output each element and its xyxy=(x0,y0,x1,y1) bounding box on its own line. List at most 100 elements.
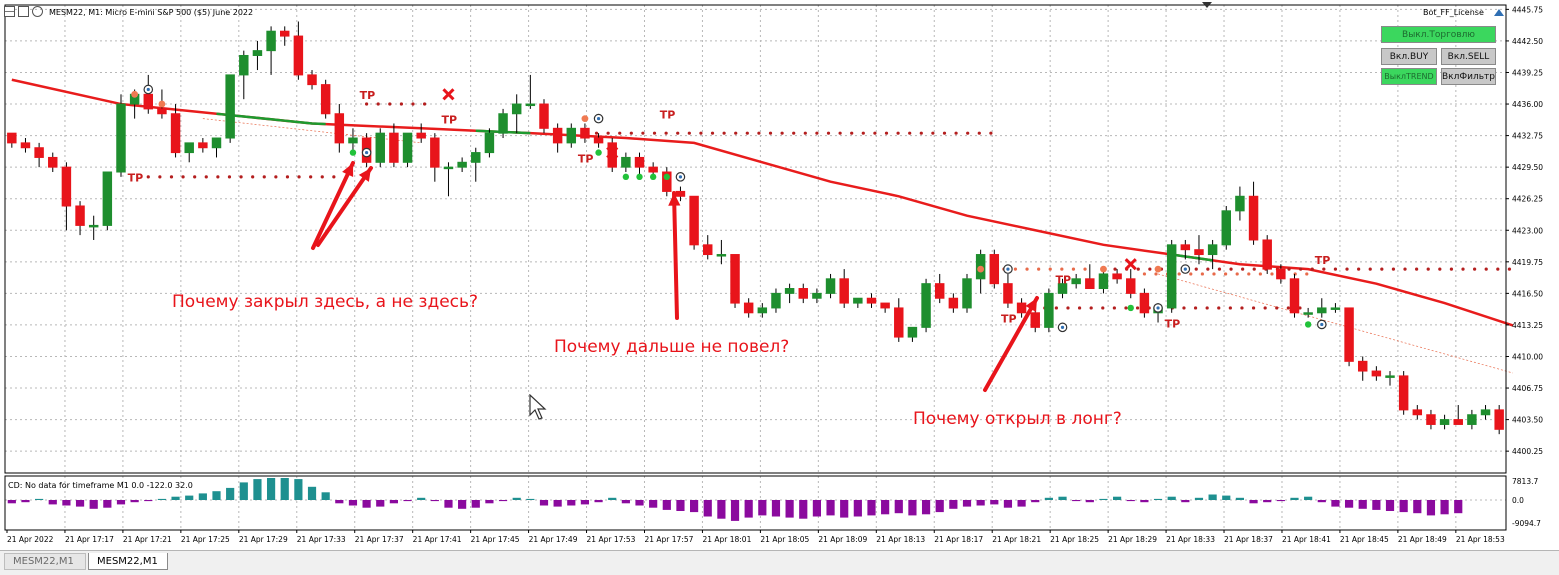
x-tick-label: 21 Apr 17:29 xyxy=(239,535,288,544)
annotation-arrow xyxy=(983,296,1039,392)
tp-level-dot xyxy=(1223,272,1228,276)
annotation-arrowhead xyxy=(1025,298,1037,312)
candle-body xyxy=(1139,292,1150,314)
x-tick-label: 21 Apr 17:41 xyxy=(413,535,462,544)
histogram-bar xyxy=(771,500,781,517)
histogram-bar xyxy=(185,495,194,500)
candle-body xyxy=(1016,302,1027,314)
candle-body xyxy=(866,297,877,304)
disable-trend-button[interactable]: ВыклTREND xyxy=(1381,68,1437,85)
y-tick-label: 4436.00 xyxy=(1512,100,1543,109)
histogram-bar xyxy=(1113,496,1122,500)
histogram-bar xyxy=(635,500,644,506)
tp-level-dot xyxy=(1345,267,1349,271)
histogram-bar xyxy=(553,500,562,507)
candle-body xyxy=(375,132,385,163)
chart-icon[interactable] xyxy=(18,6,29,17)
chart-canvas[interactable]: TP TP TP TP TP TP TP TP TP 4445.75 4442.50 4439.25… xyxy=(0,0,1559,550)
scroll-arrow-icon[interactable] xyxy=(1202,2,1212,8)
tp-level-dot xyxy=(1496,267,1500,271)
candle-body xyxy=(334,113,345,144)
candle-body xyxy=(1330,307,1341,310)
license-arrow-icon[interactable] xyxy=(1494,9,1504,16)
histogram-bar xyxy=(949,500,958,509)
histogram-bar xyxy=(348,500,358,506)
tp-level-dot xyxy=(262,175,266,179)
tp-level-dot xyxy=(803,131,807,135)
y-tick-label: 4419.75 xyxy=(1512,258,1543,267)
tab-mesm22-2[interactable]: MESM22,M1 xyxy=(88,553,168,570)
tp-level-dot xyxy=(1089,306,1093,310)
close-x-icon xyxy=(1124,258,1137,271)
tp-level-dot xyxy=(1060,267,1064,271)
histogram-bar xyxy=(935,500,944,513)
tp-levels xyxy=(146,102,1512,310)
x-tick-label: 21 Apr 18:53 xyxy=(1456,535,1505,544)
tp-level-dot xyxy=(274,175,278,179)
candle-body xyxy=(320,84,331,115)
histogram-bar xyxy=(1304,496,1313,500)
tp-level-dot xyxy=(1113,267,1117,271)
candle-body xyxy=(771,292,781,309)
tp-label: TP xyxy=(660,109,676,122)
disable-trading-button[interactable]: Выкл.Торговлю xyxy=(1381,26,1496,43)
candle-body xyxy=(962,278,972,309)
histogram-bar xyxy=(75,500,85,507)
enable-filter-button[interactable]: ВклФильтр xyxy=(1441,68,1496,85)
window-icons xyxy=(4,6,43,17)
tp-level-dot xyxy=(1142,272,1146,276)
tab-mesm22-1[interactable]: MESM22,M1 xyxy=(4,553,86,570)
enable-buy-button[interactable]: Вкл.BUY xyxy=(1381,48,1437,65)
histogram-bar xyxy=(485,500,494,504)
axes: 4445.75 4442.50 4439.25 4436.00 4432.75 4429.… xyxy=(4,4,1543,544)
histogram-bar xyxy=(1222,495,1231,500)
candle-body xyxy=(730,254,740,304)
histogram-bar xyxy=(526,498,535,500)
x-tick-label: 21 Apr 17:57 xyxy=(644,535,693,544)
moving-average xyxy=(11,78,1514,374)
tp-level-dot xyxy=(1013,267,1018,271)
table-icon[interactable] xyxy=(4,6,15,17)
histogram-bar xyxy=(1208,494,1217,500)
close-x-icon xyxy=(442,88,455,101)
histogram-bar xyxy=(1317,500,1326,503)
candle-body xyxy=(1248,195,1259,241)
candle-body xyxy=(825,278,836,294)
tp-label: TP xyxy=(1315,254,1331,267)
histogram-bar xyxy=(266,478,276,500)
tp-level-dot xyxy=(1507,267,1512,271)
candle-body xyxy=(1003,283,1013,304)
histogram-bar xyxy=(1399,500,1408,513)
refresh-icon[interactable] xyxy=(32,6,43,17)
tp-level-dot xyxy=(1182,306,1186,310)
histogram-bar xyxy=(539,500,549,506)
tp-level-dot xyxy=(1252,267,1256,271)
candle-body xyxy=(1085,278,1095,290)
candle-body xyxy=(1098,273,1109,290)
tp-level-dot xyxy=(285,175,290,179)
candle-body xyxy=(116,103,126,173)
y-tick-label: 4410.00 xyxy=(1512,352,1543,361)
enable-sell-button[interactable]: Вкл.SELL xyxy=(1441,48,1496,65)
histogram-bar xyxy=(894,500,903,514)
candle-body xyxy=(743,302,754,314)
x-tick-label: 21 Apr 2022 xyxy=(7,535,54,544)
candle-body xyxy=(1303,312,1313,315)
trend-line xyxy=(1157,273,1513,374)
histogram-bar xyxy=(1031,500,1040,503)
indicator-tick-zero: 0.0 xyxy=(1512,496,1524,505)
candle-body xyxy=(280,30,290,37)
candle-body xyxy=(484,132,495,154)
tp-level-dot xyxy=(1112,306,1116,310)
histogram-bar xyxy=(1003,500,1013,508)
histogram-bar xyxy=(1044,497,1053,500)
x-tick-label: 21 Apr 18:05 xyxy=(760,535,809,544)
trade-circle-icon-core xyxy=(1320,322,1324,327)
histogram-bar xyxy=(48,500,57,505)
histogram-bar xyxy=(335,500,344,504)
histogram-bar xyxy=(62,500,71,506)
candle-body xyxy=(1480,409,1491,416)
candle-body xyxy=(1057,283,1068,294)
tp-level-dot xyxy=(664,131,668,135)
candle-body xyxy=(948,297,959,309)
